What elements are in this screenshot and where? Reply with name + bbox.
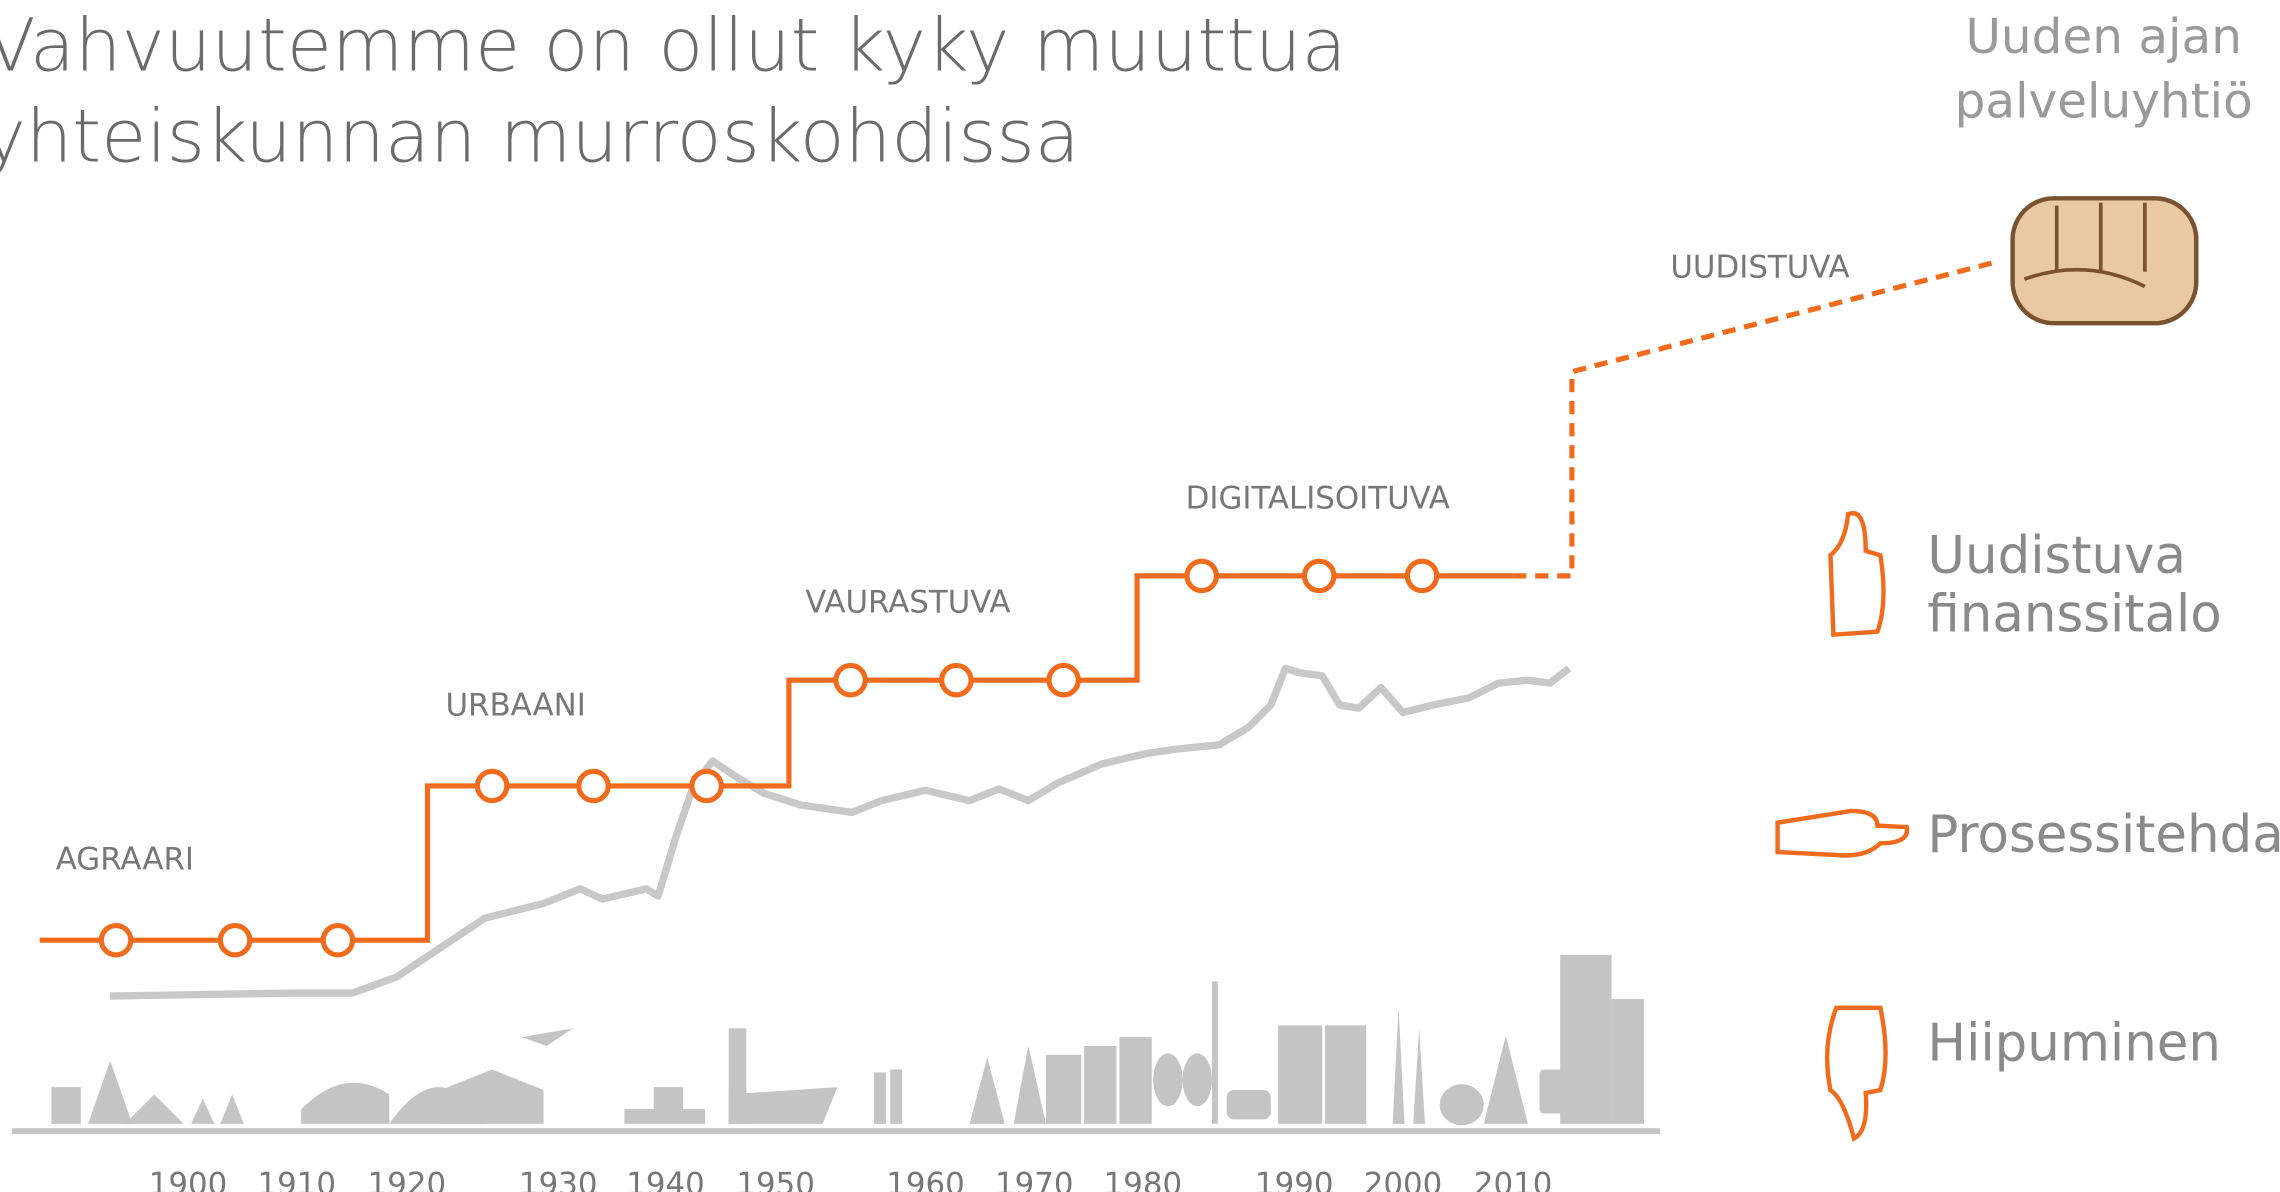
era-label: URBAANI xyxy=(445,687,585,723)
thumb-icons xyxy=(1778,513,1908,1138)
year-label: 1900 xyxy=(149,1166,228,1192)
future-line xyxy=(1513,261,1998,575)
future-label: palveluyhtiö xyxy=(1955,74,2253,130)
year-label: 1990 xyxy=(1255,1166,1334,1192)
era-label: AGRAARI xyxy=(56,842,194,878)
year-label: 2000 xyxy=(1364,1166,1443,1192)
year-label: 1940 xyxy=(626,1166,705,1192)
infographic: Vahvuutemme on ollut kyky muuttua yhteis… xyxy=(0,0,2280,1192)
year-label: 1950 xyxy=(736,1166,815,1192)
year-label: 1910 xyxy=(258,1166,337,1192)
outcome-label: Uudistuva xyxy=(1927,526,2186,586)
year-label: 1930 xyxy=(519,1166,598,1192)
year-label: 1920 xyxy=(368,1166,447,1192)
title-line: Vahvuutemme on ollut kyky muuttua xyxy=(0,4,1347,89)
era-label: VAURASTUVA xyxy=(805,585,1010,621)
milestones xyxy=(101,561,1436,955)
year-label: 1960 xyxy=(886,1166,964,1192)
future-label: Uuden ajan xyxy=(1965,9,2241,65)
skyline xyxy=(12,955,1660,1134)
years: 1900 1910 1920 1930 1940 1950 1960 1970 … xyxy=(149,1166,1553,1192)
year-label: 1980 xyxy=(1104,1166,1183,1192)
year-label: 2010 xyxy=(1474,1166,1553,1192)
outcome-label: Hiipuminen xyxy=(1927,1014,2221,1074)
title-line: yhteiskunnan murroskohdissa xyxy=(0,95,1080,180)
outcome-label: finanssitalo xyxy=(1927,585,2221,645)
step-line xyxy=(40,576,1513,940)
year-label: 1970 xyxy=(995,1166,1074,1192)
outcome-label: Prosessitehdas xyxy=(1927,805,2280,865)
era-label: DIGITALISOITUVA xyxy=(1186,480,1450,516)
era-label: UUDISTUVA xyxy=(1670,250,1849,286)
fist-icon xyxy=(2013,198,2197,323)
